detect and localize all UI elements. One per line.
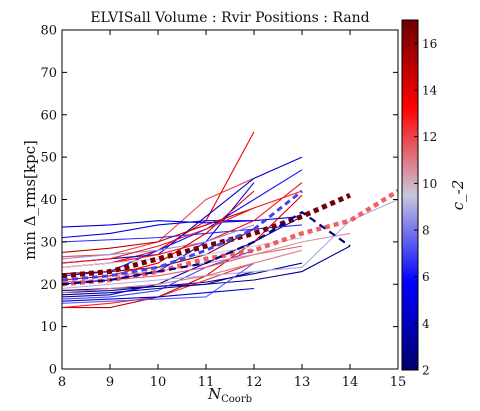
y-tick-label: 0: [49, 363, 57, 378]
series-line-10: [62, 262, 255, 309]
x-tick-label: 8: [58, 375, 66, 390]
colorbar-tick-label: 12: [422, 130, 437, 144]
colorbar-tick-label: 10: [422, 177, 437, 191]
y-tick-label: 40: [40, 193, 57, 208]
y-tick-label: 50: [40, 151, 57, 166]
colorbar-tick-label: 8: [422, 224, 430, 238]
y-tick-label: 80: [40, 24, 57, 39]
colorbar-ticks: 2 4 6 8 10 12 14 16: [414, 37, 438, 378]
x-tick-label: 11: [198, 375, 215, 390]
series-line-6: [62, 262, 303, 294]
plot-series: [62, 131, 398, 309]
x-axis-title: NCoorb: [207, 385, 252, 405]
x-tick-label: 14: [342, 375, 359, 390]
x-tick-label: 9: [106, 375, 114, 390]
dashed-series-line-1: [62, 189, 398, 287]
y-tick-label: 10: [40, 320, 57, 335]
series-line-3: [62, 215, 303, 239]
x-tick-label: 10: [150, 375, 167, 390]
series-line-17: [62, 224, 303, 243]
colorbar-tick-label: 2: [422, 364, 430, 378]
colorbar-tick-label: 16: [422, 37, 437, 51]
dashed-series-line-2: [62, 210, 351, 286]
x-axis-title-sub: Coorb: [221, 394, 252, 405]
plot-frame: [61, 29, 399, 370]
colorbar: [401, 19, 419, 371]
colorbar-tick-label: 4: [422, 317, 430, 331]
x-tick-label: 12: [246, 375, 263, 390]
y-axis-title: min Δ_rms[kpc]: [21, 140, 39, 260]
series-line-21: [62, 224, 255, 260]
series-line-14: [62, 198, 398, 290]
series-line-24: [62, 237, 303, 268]
y-tick-label: 70: [40, 66, 57, 81]
dashed-series-line-3: [62, 189, 303, 282]
series-line-2: [62, 220, 255, 228]
x-tick-label: 15: [390, 375, 407, 390]
colorbar-tick-label: 14: [422, 84, 438, 98]
series-line-7: [62, 271, 255, 292]
series-line-9: [62, 249, 255, 300]
y-tick-label: 30: [40, 235, 57, 250]
series-line-27: [62, 190, 303, 264]
chart-title: ELVISall Volume : Rvir Positions : Rand: [90, 10, 369, 26]
colorbar-label: c_-2: [449, 180, 467, 211]
y-tick-label: 20: [40, 278, 57, 293]
series-line-1: [62, 131, 255, 268]
series-line-19: [62, 228, 255, 275]
series-line-15: [62, 245, 351, 296]
axes: 8 9 10 11 12 13 14 15 0 10 20 30 40 50 60 70 80: [40, 24, 406, 391]
y-tick-label: 60: [40, 108, 57, 123]
dashed-series-line-0: [62, 192, 352, 279]
series-line-25: [62, 287, 255, 302]
x-axis-title-main: N: [207, 385, 222, 403]
series-line-23: [62, 249, 303, 294]
colorbar-tick-label: 6: [422, 270, 430, 284]
x-tick-label: 13: [294, 375, 311, 390]
series-line-22: [62, 262, 255, 304]
